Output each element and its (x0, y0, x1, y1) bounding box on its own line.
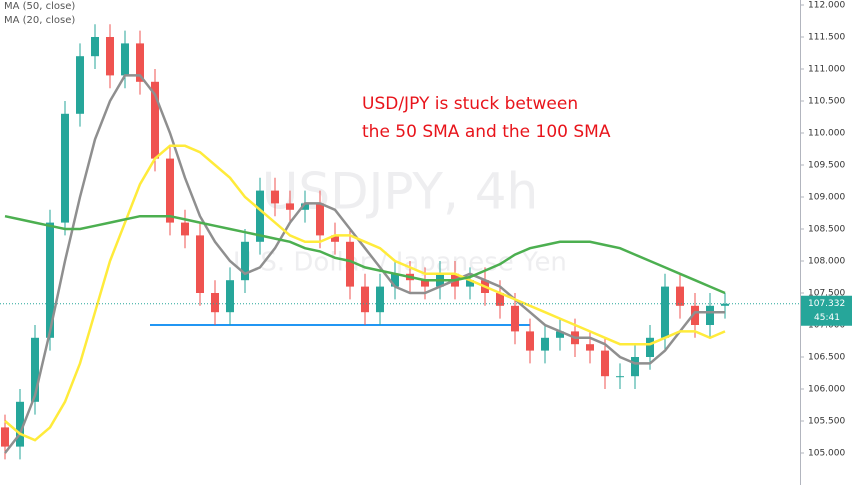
candle-body (706, 305, 714, 325)
candle-body (661, 286, 669, 338)
y-tick-label: 109.000 (808, 192, 845, 202)
candle-body (316, 203, 324, 236)
candle-body (631, 356, 639, 377)
candle-body (466, 280, 474, 287)
y-tick-label: 112.000 (808, 0, 845, 10)
candle-body (721, 303, 729, 306)
y-tick-label: 108.000 (808, 256, 845, 266)
candle-body (361, 286, 369, 313)
countdown-label: 45:41 (814, 313, 840, 323)
candle-body (286, 203, 294, 210)
y-tick-label: 111.500 (808, 32, 845, 42)
candle-body (76, 56, 84, 114)
candle-body (181, 222, 189, 236)
y-tick-label: 107.500 (808, 288, 845, 298)
candle-body (46, 222, 54, 338)
ma-line (4, 214, 726, 295)
y-tick-label: 111.000 (808, 64, 845, 74)
y-tick-label: 110.500 (808, 96, 845, 106)
candle-body (541, 337, 549, 351)
y-tick-label: 106.000 (808, 384, 845, 394)
candle-body (601, 350, 609, 377)
candle-body (61, 113, 69, 223)
y-tick-label: 110.000 (808, 128, 845, 138)
candle-body (196, 235, 204, 293)
y-tick-label: 108.500 (808, 224, 845, 234)
candle-body (16, 401, 24, 447)
candle-body (91, 36, 99, 57)
candle-body (106, 36, 114, 76)
candle-body (511, 305, 519, 332)
candle-body (376, 286, 384, 313)
last-price-label: 107.332 (808, 299, 845, 309)
price-label-box (801, 295, 852, 326)
candle-body (271, 190, 279, 204)
annotation: USD/JPY is stuck between (362, 94, 578, 114)
candle-body (1, 427, 9, 447)
candle-body (691, 305, 699, 325)
candle-body (211, 292, 219, 313)
candle-body (676, 286, 684, 306)
candle-body (301, 203, 309, 210)
candle-body (556, 331, 564, 338)
candle-body (31, 337, 39, 402)
candle-body (121, 43, 129, 76)
ma-line (4, 74, 725, 454)
candle-body (151, 81, 159, 159)
candle-body (526, 331, 534, 351)
y-tick-label: 109.500 (808, 160, 845, 170)
legend-entry: MA (50, close) (4, 1, 75, 12)
candle-body (331, 235, 339, 242)
candle-body (496, 292, 504, 306)
candle-body (136, 43, 144, 82)
candle-body (421, 280, 429, 287)
candle-body (586, 344, 594, 351)
y-tick-label: 106.500 (808, 352, 845, 362)
candle-body (616, 376, 624, 378)
candle-body (226, 280, 234, 313)
ma-line (4, 144, 726, 442)
legend-entry: MA (20, close) (4, 15, 75, 26)
y-tick-label: 105.500 (808, 416, 845, 426)
candle-body (241, 241, 249, 281)
y-tick-label: 105.000 (808, 448, 845, 458)
candle-body (256, 190, 264, 242)
watermark: USDJPY, 4h (262, 163, 538, 221)
candle-body (166, 158, 174, 223)
candle-body (391, 273, 399, 287)
candle-body (646, 337, 654, 357)
candle-body (346, 241, 354, 287)
annotation: the 50 SMA and the 100 SMA (362, 122, 611, 142)
